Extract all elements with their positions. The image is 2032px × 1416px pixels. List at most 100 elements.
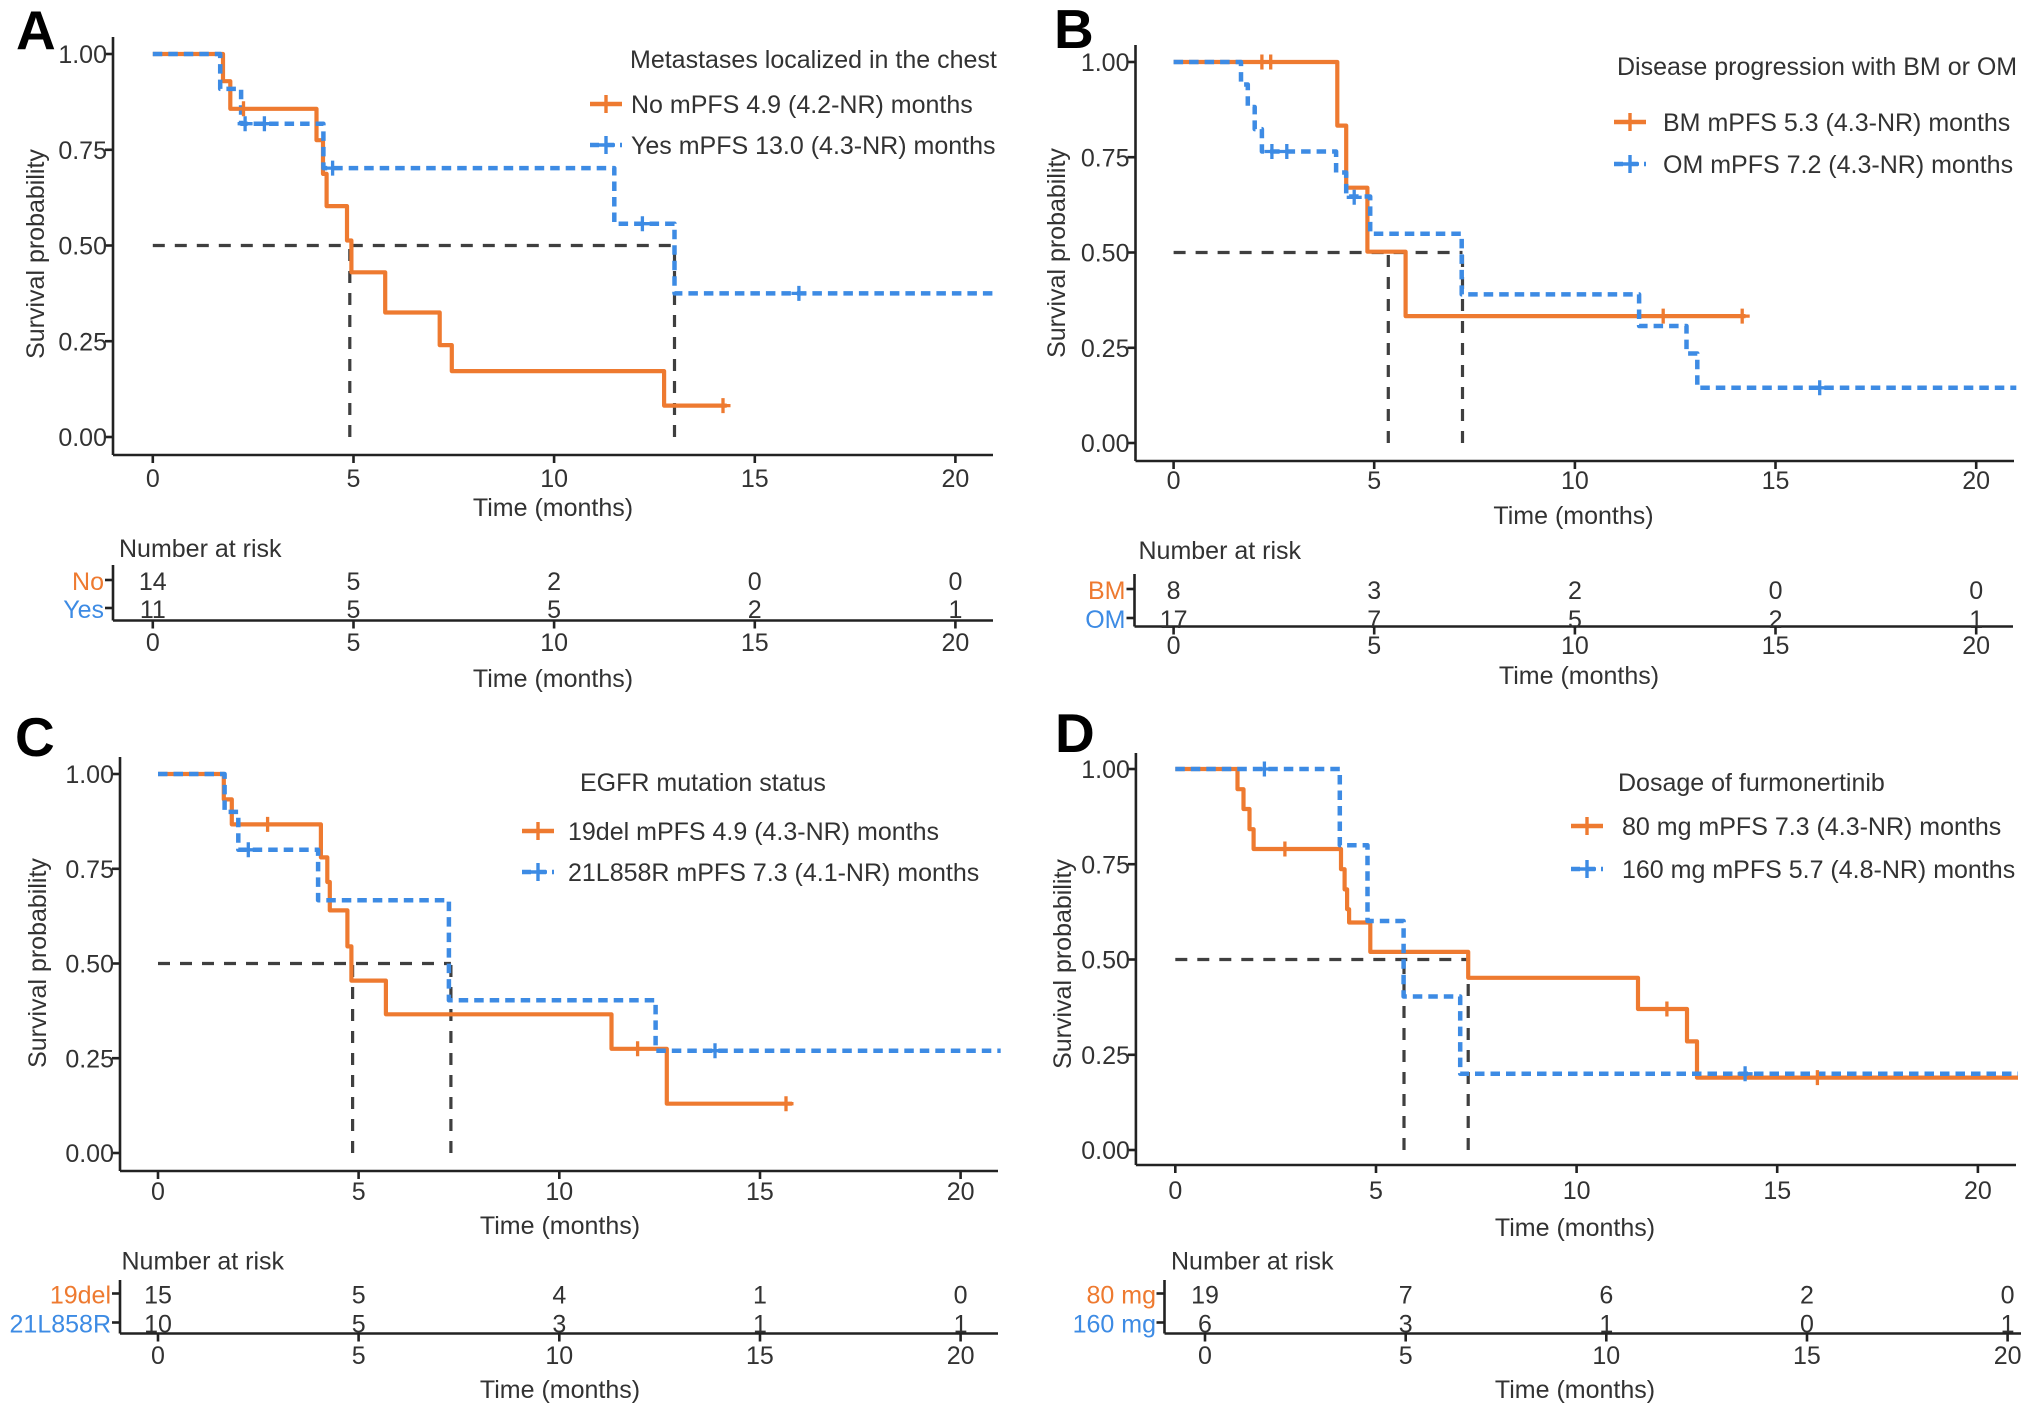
svg-text:0: 0 <box>2001 1282 2015 1310</box>
svg-text:Time (months): Time (months) <box>473 665 633 693</box>
svg-text:1: 1 <box>1969 606 1983 634</box>
svg-text:0.75: 0.75 <box>1081 851 1130 879</box>
svg-text:5: 5 <box>346 596 360 624</box>
svg-text:Number at risk: Number at risk <box>1171 1248 1334 1276</box>
svg-text:20: 20 <box>941 629 969 657</box>
svg-text:20: 20 <box>1962 467 1990 495</box>
svg-text:0: 0 <box>151 1178 165 1206</box>
svg-text:0.75: 0.75 <box>65 856 114 884</box>
svg-text:15: 15 <box>741 465 769 493</box>
svg-text:20: 20 <box>947 1178 975 1206</box>
svg-text:BM mPFS 5.3 (4.3-NR) months: BM mPFS 5.3 (4.3-NR) months <box>1663 109 2010 137</box>
svg-text:160 mg: 160 mg <box>1073 1311 1156 1339</box>
svg-text:15: 15 <box>746 1342 774 1370</box>
svg-text:0: 0 <box>1167 467 1181 495</box>
svg-text:0.00: 0.00 <box>65 1140 114 1168</box>
svg-text:Time (months): Time (months) <box>473 494 633 522</box>
svg-text:0: 0 <box>748 568 762 596</box>
svg-text:0.50: 0.50 <box>58 233 107 261</box>
svg-text:2: 2 <box>547 568 561 596</box>
svg-text:2: 2 <box>1769 606 1783 634</box>
svg-text:10: 10 <box>1561 467 1589 495</box>
svg-text:15: 15 <box>1762 632 1790 660</box>
svg-text:1.00: 1.00 <box>65 761 114 789</box>
svg-text:0.25: 0.25 <box>65 1045 114 1073</box>
svg-text:10: 10 <box>1592 1342 1620 1370</box>
svg-text:Survival probability: Survival probability <box>1043 148 1071 358</box>
svg-text:19del: 19del <box>50 1282 111 1310</box>
svg-text:5: 5 <box>346 568 360 596</box>
svg-text:19: 19 <box>1191 1282 1219 1310</box>
svg-text:7: 7 <box>1367 606 1381 634</box>
svg-text:0: 0 <box>954 1282 968 1310</box>
svg-text:1.00: 1.00 <box>1081 49 1130 77</box>
svg-text:D: D <box>1055 702 1095 764</box>
svg-text:5: 5 <box>1369 1177 1383 1205</box>
svg-text:3: 3 <box>552 1311 566 1339</box>
svg-text:Disease progression with BM or: Disease progression with BM or OM <box>1617 53 2017 81</box>
svg-text:20: 20 <box>941 465 969 493</box>
svg-text:Survival probability: Survival probability <box>24 858 52 1068</box>
svg-text:5: 5 <box>352 1311 366 1339</box>
svg-text:0.75: 0.75 <box>58 137 107 165</box>
svg-text:No mPFS 4.9 (4.2-NR) months: No mPFS 4.9 (4.2-NR) months <box>631 91 973 119</box>
svg-text:Yes: Yes <box>63 596 104 624</box>
svg-text:Number at risk: Number at risk <box>122 1248 285 1276</box>
svg-text:15: 15 <box>741 629 769 657</box>
svg-text:1: 1 <box>753 1311 767 1339</box>
svg-text:0: 0 <box>1167 632 1181 660</box>
svg-text:5: 5 <box>547 596 561 624</box>
svg-text:3: 3 <box>1367 577 1381 605</box>
svg-text:Time (months): Time (months) <box>480 1376 640 1404</box>
svg-text:0: 0 <box>151 1342 165 1370</box>
svg-text:6: 6 <box>1198 1311 1212 1339</box>
svg-text:0: 0 <box>1969 577 1983 605</box>
svg-text:C: C <box>15 706 55 768</box>
svg-text:11: 11 <box>140 596 166 624</box>
svg-text:0.00: 0.00 <box>58 424 107 452</box>
svg-text:15: 15 <box>144 1282 172 1310</box>
svg-text:160 mg mPFS 5.7 (4.8-NR) month: 160 mg mPFS 5.7 (4.8-NR) months <box>1622 856 2015 884</box>
svg-text:0: 0 <box>1198 1342 1212 1370</box>
svg-text:0: 0 <box>146 465 160 493</box>
svg-text:4: 4 <box>552 1282 566 1310</box>
svg-text:1: 1 <box>1599 1311 1613 1339</box>
svg-text:10: 10 <box>1561 632 1589 660</box>
svg-text:15: 15 <box>1763 1177 1791 1205</box>
svg-text:10: 10 <box>540 629 568 657</box>
svg-text:0.00: 0.00 <box>1081 1137 1130 1165</box>
svg-text:0.25: 0.25 <box>1081 1042 1130 1070</box>
svg-text:Yes mPFS 13.0 (4.3-NR) months: Yes mPFS 13.0 (4.3-NR) months <box>631 132 996 160</box>
svg-text:5: 5 <box>346 465 360 493</box>
svg-text:Number at risk: Number at risk <box>119 535 282 563</box>
svg-text:6: 6 <box>1599 1282 1613 1310</box>
svg-text:Time (months): Time (months) <box>1493 502 1653 530</box>
svg-text:0.25: 0.25 <box>1081 335 1130 363</box>
svg-text:BM: BM <box>1088 577 1126 605</box>
svg-text:5: 5 <box>352 1178 366 1206</box>
svg-text:3: 3 <box>1399 1311 1413 1339</box>
svg-text:0.50: 0.50 <box>1081 240 1130 268</box>
svg-text:0: 0 <box>146 629 160 657</box>
svg-text:7: 7 <box>1399 1282 1413 1310</box>
svg-text:0.25: 0.25 <box>58 328 107 356</box>
svg-text:10: 10 <box>545 1342 573 1370</box>
svg-text:B: B <box>1054 0 1094 60</box>
svg-text:5: 5 <box>1367 632 1381 660</box>
svg-text:20: 20 <box>1994 1342 2022 1370</box>
svg-text:No: No <box>72 568 104 596</box>
svg-text:8: 8 <box>1167 577 1181 605</box>
svg-text:14: 14 <box>139 568 167 596</box>
svg-text:5: 5 <box>346 629 360 657</box>
svg-text:21L858R mPFS 7.3 (4.1-NR) mont: 21L858R mPFS 7.3 (4.1-NR) months <box>568 859 979 887</box>
svg-text:5: 5 <box>1367 467 1381 495</box>
svg-text:EGFR mutation status: EGFR mutation status <box>580 769 826 797</box>
svg-text:0.75: 0.75 <box>1081 144 1130 172</box>
svg-text:19del mPFS 4.9 (4.3-NR) months: 19del mPFS 4.9 (4.3-NR) months <box>568 818 939 846</box>
svg-text:Time (months): Time (months) <box>480 1212 640 1240</box>
svg-text:1.00: 1.00 <box>58 41 107 69</box>
svg-text:1: 1 <box>2001 1311 2015 1339</box>
svg-text:Time (months): Time (months) <box>1495 1376 1655 1404</box>
svg-text:Time (months): Time (months) <box>1499 662 1659 690</box>
svg-text:2: 2 <box>1568 577 1582 605</box>
